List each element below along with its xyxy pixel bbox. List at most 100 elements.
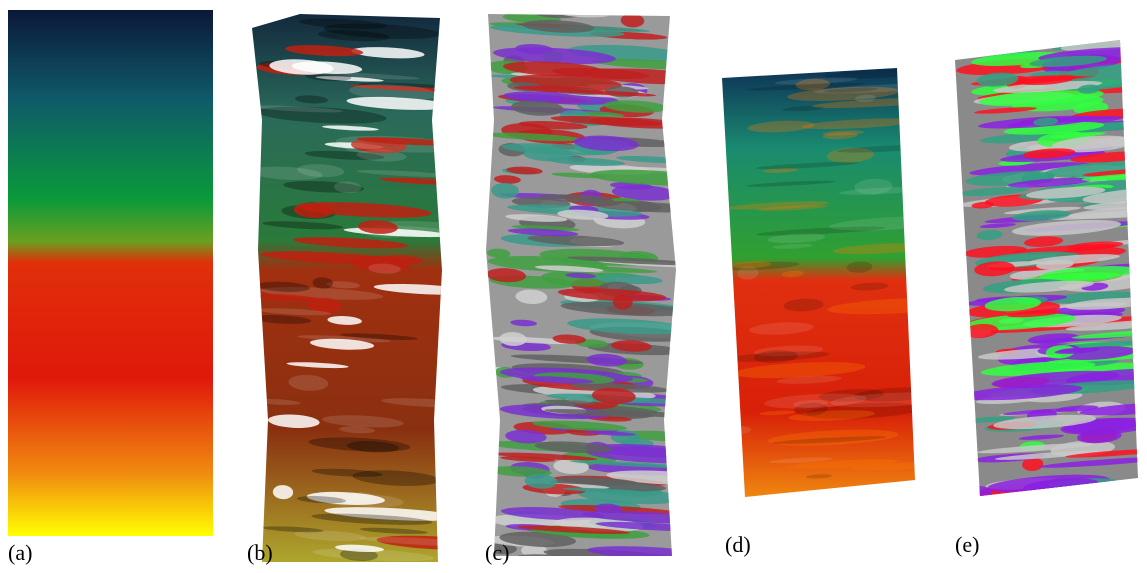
texture-stripe: [520, 376, 594, 384]
texture-stripe: [262, 221, 344, 230]
texture-stripe: [611, 185, 676, 201]
texture-stripe: [1011, 219, 1122, 236]
texture-stripe: [524, 474, 558, 489]
texture-stripe: [294, 95, 329, 104]
texture-stripe: [291, 61, 363, 74]
texture-stripe: [356, 170, 442, 178]
texture-stripe: [566, 256, 676, 266]
texture-stripe: [755, 161, 859, 170]
texture-stripe: [252, 105, 344, 113]
texture-stripe: [959, 384, 1083, 401]
texture-stripe: [781, 270, 804, 278]
texture-stripe: [257, 308, 332, 316]
texture-stripe: [1082, 165, 1138, 177]
texture-stripe: [823, 68, 915, 79]
texture-stripe: [1055, 405, 1099, 412]
texture-stripe: [285, 45, 364, 57]
texture-stripe: [534, 265, 604, 272]
texture-stripe: [323, 23, 441, 40]
texture-stripe: [586, 546, 676, 556]
texture-stripe: [260, 251, 395, 265]
texture-stripe: [787, 86, 901, 101]
texture-stripe: [1007, 310, 1062, 318]
texture-stripe: [974, 107, 1037, 114]
texture-stripe: [491, 182, 519, 199]
texture-stripe: [620, 14, 645, 28]
texture-stripe: [963, 323, 999, 339]
texture-stripe: [1051, 135, 1135, 153]
texture-stripe: [311, 468, 383, 477]
texture-stripe: [570, 382, 670, 393]
texture-stripe: [357, 220, 398, 234]
texture-stripe: [493, 47, 616, 65]
panel-c-image: [486, 14, 676, 556]
panel-label: (e): [955, 532, 979, 557]
texture-stripe: [317, 30, 390, 42]
texture-stripe: [767, 233, 826, 244]
texture-stripe: [755, 226, 886, 236]
texture-stripe: [268, 414, 320, 428]
texture-stripe: [1082, 186, 1138, 204]
texture-stripe: [1022, 148, 1076, 159]
texture-stripe: [563, 487, 650, 494]
texture-stripe: [839, 187, 915, 195]
texture-stripe: [833, 490, 902, 497]
texture-stripe: [747, 120, 815, 133]
texture-stripe: [789, 459, 899, 469]
texture-stripe: [381, 398, 442, 408]
texture-stripe: [737, 265, 759, 280]
texture-stripe: [774, 77, 858, 85]
texture-stripe: [550, 115, 662, 126]
texture-stripe: [346, 441, 399, 453]
texture-stripe: [348, 492, 375, 501]
texture-stripe: [306, 491, 385, 505]
panel-label: (a): [8, 540, 32, 565]
texture-stripe: [591, 387, 636, 404]
texture-stripe: [1027, 333, 1080, 345]
texture-stripe: [612, 294, 633, 310]
texture-stripe: [252, 166, 323, 180]
panel-e-stripes: [956, 40, 1138, 496]
texture-stripe: [297, 495, 346, 504]
panel-label: (c): [485, 540, 509, 565]
texture-stripe: [569, 460, 676, 469]
texture-stripe: [553, 459, 589, 474]
texture-stripe: [591, 58, 676, 71]
texture-stripe: [324, 507, 442, 521]
texture-stripe: [352, 470, 440, 486]
texture-stripe: [971, 201, 995, 209]
texture-stripe: [351, 47, 425, 59]
texture-stripe: [793, 402, 828, 416]
texture-stripe: [534, 441, 613, 454]
texture-stripe: [304, 150, 385, 160]
texture-stripe: [254, 294, 321, 302]
texture-stripe: [593, 274, 663, 285]
texture-stripe: [359, 536, 442, 547]
texture-stripe: [288, 374, 329, 391]
texture-stripe: [573, 135, 639, 152]
texture-stripe: [978, 89, 1104, 107]
texture-stripe: [327, 499, 358, 506]
texture-stripe: [511, 100, 564, 116]
texture-stripe: [541, 270, 616, 287]
texture-stripe: [356, 137, 442, 146]
texture-stripe: [829, 216, 915, 231]
texture-stripe: [356, 149, 407, 162]
texture-stripe: [1077, 84, 1101, 94]
texture-stripe: [783, 298, 824, 312]
texture-stripe: [501, 507, 605, 521]
texture-stripe: [565, 272, 597, 279]
texture-stripe: [348, 84, 438, 101]
texture-stripe: [299, 18, 388, 29]
texture-stripe: [1019, 76, 1073, 86]
texture-stripe: [813, 83, 915, 94]
texture-stripe: [505, 94, 564, 102]
texture-stripe: [993, 80, 1103, 93]
texture-stripe: [589, 169, 676, 186]
texture-stripe: [788, 410, 875, 421]
texture-stripe: [340, 333, 418, 340]
texture-stripe: [795, 78, 831, 91]
texture-stripe: [1029, 55, 1107, 67]
texture-stripe: [499, 332, 527, 346]
texture-stripe: [823, 87, 878, 93]
